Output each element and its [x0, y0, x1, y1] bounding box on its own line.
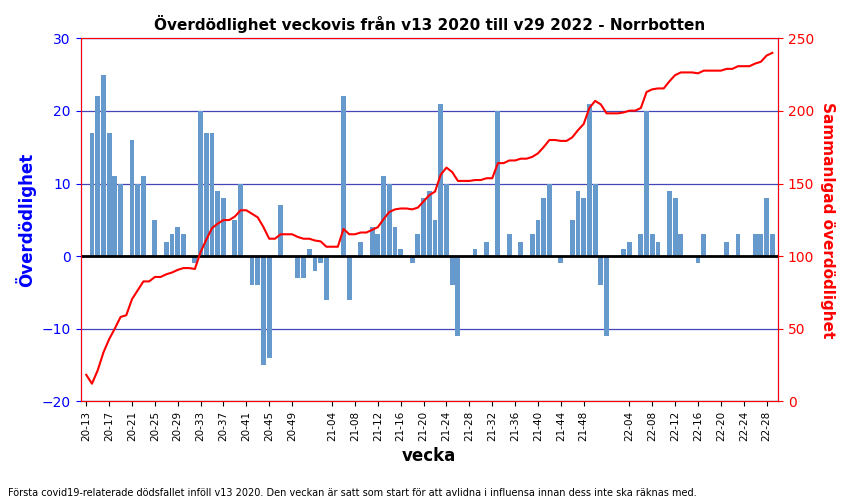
Bar	[433, 220, 438, 256]
Text: Första covid19-relaterade dödsfallet inföll v13 2020. Den veckan är satt som sta: Första covid19-relaterade dödsfallet inf…	[8, 488, 697, 498]
Bar	[381, 176, 386, 256]
Bar	[175, 227, 180, 256]
Bar	[416, 234, 420, 256]
Bar	[210, 132, 214, 256]
Bar	[587, 104, 592, 256]
Bar	[536, 220, 541, 256]
Bar	[313, 256, 317, 270]
Bar	[278, 206, 283, 256]
Bar	[770, 234, 775, 256]
Bar	[358, 242, 363, 256]
Y-axis label: Sammanlgad överdödlighet: Sammanlgad överdödlighet	[820, 102, 835, 338]
Bar	[450, 256, 455, 286]
Bar	[135, 184, 140, 256]
Bar	[112, 176, 117, 256]
Bar	[496, 111, 501, 256]
Bar	[129, 140, 134, 256]
Bar	[164, 242, 168, 256]
Bar	[518, 242, 524, 256]
Bar	[638, 234, 643, 256]
Bar	[295, 256, 300, 278]
Bar	[484, 242, 489, 256]
Bar	[318, 256, 323, 264]
Bar	[255, 256, 260, 286]
Bar	[215, 191, 220, 256]
Bar	[261, 256, 266, 365]
Bar	[95, 96, 100, 256]
Bar	[530, 234, 535, 256]
Bar	[701, 234, 706, 256]
Bar	[598, 256, 604, 286]
X-axis label: vecka: vecka	[402, 447, 456, 465]
Bar	[547, 184, 552, 256]
Bar	[324, 256, 329, 300]
Bar	[181, 234, 186, 256]
Bar	[570, 220, 575, 256]
Bar	[399, 249, 403, 256]
Bar	[650, 234, 654, 256]
Bar	[758, 234, 763, 256]
Bar	[301, 256, 306, 278]
Bar	[221, 198, 226, 256]
Bar	[592, 184, 598, 256]
Bar	[347, 256, 352, 300]
Bar	[238, 184, 243, 256]
Bar	[204, 132, 209, 256]
Bar	[575, 191, 581, 256]
Bar	[724, 242, 729, 256]
Bar	[735, 234, 740, 256]
Bar	[387, 184, 392, 256]
Bar	[101, 74, 106, 256]
Bar	[427, 191, 432, 256]
Bar	[655, 242, 660, 256]
Bar	[558, 256, 564, 264]
Bar	[192, 256, 197, 264]
Bar	[107, 132, 111, 256]
Bar	[444, 184, 449, 256]
Bar	[118, 184, 123, 256]
Bar	[410, 256, 415, 264]
Bar	[307, 249, 312, 256]
Bar	[421, 198, 426, 256]
Bar	[695, 256, 700, 264]
Bar	[250, 256, 254, 286]
Bar	[370, 227, 375, 256]
Bar	[621, 249, 626, 256]
Bar	[232, 220, 237, 256]
Bar	[267, 256, 272, 358]
Bar	[644, 111, 649, 256]
Bar	[753, 234, 757, 256]
Bar	[376, 234, 380, 256]
Bar	[473, 249, 478, 256]
Title: Överdödlighet veckovis från v13 2020 till v29 2022 - Norrbotten: Överdödlighet veckovis från v13 2020 til…	[154, 15, 705, 33]
Bar	[89, 132, 94, 256]
Bar	[141, 176, 146, 256]
Bar	[198, 111, 203, 256]
Bar	[393, 227, 398, 256]
Bar	[170, 234, 174, 256]
Bar	[507, 234, 512, 256]
Bar	[152, 220, 157, 256]
Bar	[541, 198, 546, 256]
Bar	[341, 96, 346, 256]
Y-axis label: Överdödlighet: Överdödlighet	[15, 153, 36, 287]
Bar	[764, 198, 769, 256]
Bar	[456, 256, 461, 336]
Bar	[672, 198, 677, 256]
Bar	[604, 256, 609, 336]
Bar	[678, 234, 683, 256]
Bar	[667, 191, 672, 256]
Bar	[627, 242, 632, 256]
Bar	[581, 198, 586, 256]
Bar	[439, 104, 443, 256]
